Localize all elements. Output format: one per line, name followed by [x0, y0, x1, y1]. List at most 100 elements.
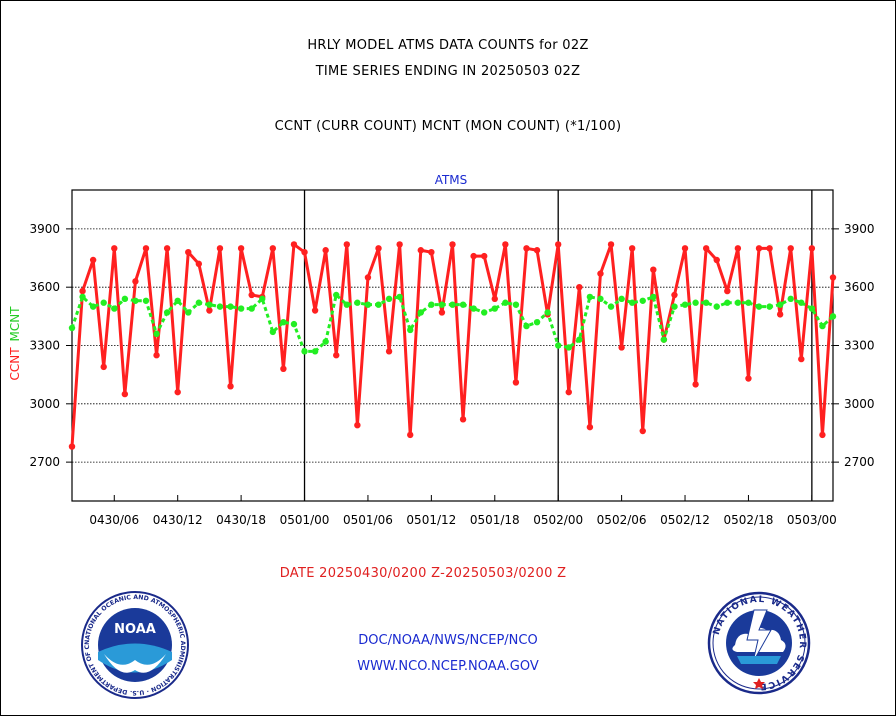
- ccnt-point-40: [491, 295, 498, 303]
- x-tick-label-0503/00: 0503/00: [787, 513, 837, 527]
- x-tick-label-0501/00: 0501/00: [280, 513, 330, 527]
- mcnt-point-55: [650, 293, 657, 301]
- grid-layer: [72, 190, 833, 501]
- mcnt-point-39: [481, 309, 488, 316]
- noaa-wordmark: NOAA: [114, 622, 156, 637]
- y-tick-label-right-2700: 2700: [844, 455, 875, 469]
- mcnt-point-9: [163, 309, 171, 316]
- y-tick-label-right-3600: 3600: [844, 280, 875, 294]
- mcnt-point-12: [195, 299, 203, 306]
- chart-title-line-2: TIME SERIES ENDING IN 20250503 02Z: [315, 64, 581, 79]
- ccnt-point-8: [153, 352, 160, 359]
- mcnt-point-2: [89, 303, 97, 310]
- mcnt-point-47: [565, 344, 572, 351]
- mcnt-point-48: [576, 336, 583, 343]
- ccnt-point-2: [89, 256, 97, 264]
- mcnt-point-59: [692, 299, 699, 306]
- ccnt-point-28: [364, 274, 372, 281]
- ccnt-point-0: [68, 443, 76, 450]
- ccnt-point-58: [681, 245, 689, 252]
- mcnt-point-14: [216, 303, 224, 310]
- mcnt-point-51: [607, 303, 615, 310]
- ccnt-point-57: [671, 291, 678, 299]
- mcnt-point-28: [364, 301, 372, 308]
- panel-title: ATMS: [435, 173, 468, 187]
- nws-logo: NATIONAL WEATHER SERVICE: [707, 591, 811, 695]
- ccnt-point-34: [428, 249, 435, 256]
- y-tick-label-left-3300: 3300: [29, 339, 60, 353]
- ccnt-point-51: [607, 241, 615, 248]
- mcnt-point-29: [375, 301, 382, 308]
- mcnt-point-49: [586, 293, 594, 301]
- mcnt-point-43: [523, 322, 530, 330]
- ccnt-point-44: [533, 247, 541, 254]
- mcnt-point-31: [396, 293, 403, 301]
- ccnt-point-3: [100, 363, 107, 371]
- series-layer: [68, 241, 837, 450]
- ccnt-point-61: [713, 256, 720, 264]
- mcnt-point-45: [544, 309, 551, 316]
- ccnt-point-60: [702, 245, 710, 252]
- ccnt-point-29: [375, 245, 382, 252]
- axis-layer: 2700 2700 3000 3000 3300 3300 3600 3600 3900 3900…: [29, 189, 875, 527]
- mcnt-point-44: [533, 318, 541, 326]
- ccnt-point-22: [301, 249, 308, 256]
- ccnt-point-13: [206, 307, 213, 314]
- mcnt-point-15: [227, 303, 234, 310]
- ccnt-point-39: [481, 252, 488, 260]
- mcnt-point-65: [755, 303, 763, 310]
- ccnt-point-27: [354, 421, 361, 429]
- mcnt-point-6: [132, 297, 139, 304]
- mcnt-point-30: [385, 295, 393, 303]
- y-tick-label-left-3000: 3000: [29, 397, 60, 411]
- ccnt-point-5: [121, 390, 129, 398]
- mcnt-point-13: [206, 301, 213, 308]
- mcnt-point-35: [438, 301, 446, 308]
- x-tick-label-0502/06: 0502/06: [597, 513, 647, 527]
- ccnt-point-37: [459, 416, 467, 423]
- y-tick-label-left-2700: 2700: [29, 455, 60, 469]
- ccnt-point-15: [227, 383, 234, 390]
- ccnt-point-63: [734, 245, 742, 252]
- mcnt-point-23: [311, 348, 319, 355]
- ccnt-point-54: [639, 427, 646, 435]
- mcnt-point-53: [628, 299, 636, 306]
- ccnt-point-14: [216, 245, 224, 252]
- y-tick-label-right-3900: 3900: [844, 222, 875, 236]
- ccnt-point-50: [597, 270, 604, 277]
- time-series-chart: 2700 2700 3000 3000 3300 3300 3600 3600 3900 3900…: [8, 173, 875, 527]
- x-tick-label-0502/18: 0502/18: [724, 513, 774, 527]
- ccnt-point-42: [512, 379, 520, 386]
- ccnt-point-43: [523, 245, 530, 252]
- y-tick-label-left-3600: 3600: [29, 280, 60, 294]
- mcnt-point-68: [787, 295, 794, 303]
- chart-title-line-1: HRLY MODEL ATMS DATA COUNTS for 02Z: [307, 38, 589, 53]
- ccnt-point-52: [618, 344, 625, 351]
- ccnt-point-6: [132, 278, 139, 285]
- ccnt-point-1: [79, 287, 86, 295]
- mcnt-point-24: [322, 338, 329, 345]
- mcnt-point-58: [681, 301, 689, 308]
- ccnt-point-35: [438, 309, 446, 316]
- mcnt-point-4: [111, 305, 118, 312]
- chart-title-line-3: CCNT (CURR COUNT) MCNT (MON COUNT) (*1/1…: [274, 119, 622, 134]
- ccnt-point-49: [586, 423, 594, 431]
- mcnt-point-71: [819, 322, 826, 330]
- mcnt-point-21: [290, 320, 298, 328]
- mcnt-point-66: [766, 303, 773, 310]
- ccnt-point-17: [248, 291, 255, 299]
- ccnt-point-47: [565, 388, 572, 396]
- ccnt-point-20: [280, 365, 287, 373]
- mcnt-point-19: [269, 328, 277, 336]
- ccnt-point-16: [237, 245, 245, 252]
- x-tick-label-0430/06: 0430/06: [89, 513, 139, 527]
- mcnt-point-67: [776, 301, 784, 308]
- footer-line-2: WWW.NCO.NCEP.NOAA.GOV: [357, 659, 539, 674]
- mcnt-point-0: [68, 324, 76, 332]
- ccnt-point-64: [745, 375, 752, 382]
- ccnt-point-65: [755, 245, 763, 252]
- mcnt-point-72: [829, 313, 837, 320]
- ccnt-point-30: [385, 348, 393, 355]
- ccnt-point-38: [470, 252, 477, 260]
- ccnt-point-21: [290, 241, 298, 248]
